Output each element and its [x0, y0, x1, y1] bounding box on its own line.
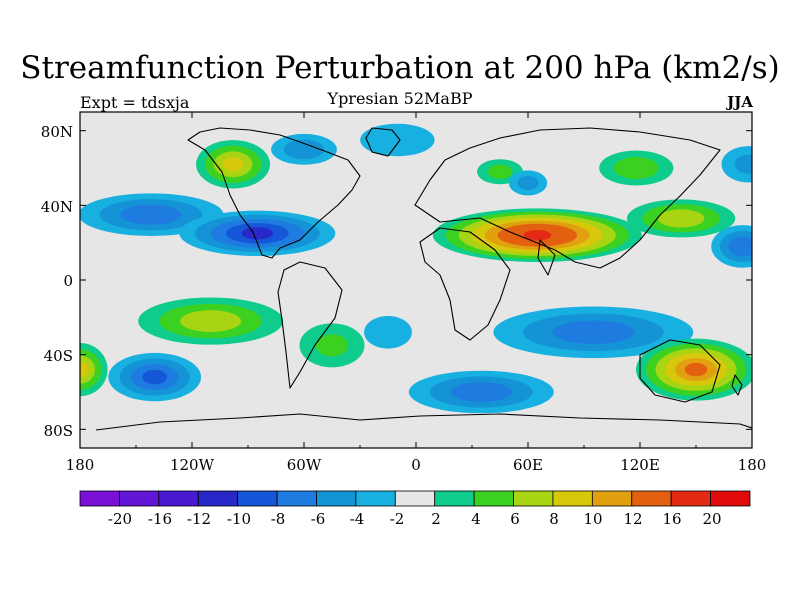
colorbar-label: 8: [549, 510, 559, 528]
contour-w-edge-high: [80, 361, 89, 378]
lon-tick-label: 60E: [513, 456, 543, 474]
colorbar-swatch: [670, 490, 711, 507]
colorbar-swatch: [79, 490, 120, 507]
colorbar-label: -20: [108, 510, 132, 528]
colorbar-label: 20: [702, 510, 721, 528]
contour-ne-asia-high: [613, 157, 659, 179]
contour-s-pacific-low: [142, 369, 168, 385]
colorbar-swatch: [591, 490, 633, 507]
contour-atlantic-high: [360, 123, 435, 157]
contour-s-ocean-low: [450, 382, 512, 402]
colorbar-swatch: [710, 490, 751, 507]
colorbar-swatch: [237, 490, 278, 507]
colorbar-label: -10: [227, 510, 251, 528]
contour-afro-asian-high: [523, 229, 552, 241]
lon-tick-label: 120W: [170, 456, 215, 474]
coast-eurasia: [414, 127, 721, 269]
contour-australia-high: [684, 362, 708, 377]
contour-s-indian-low: [552, 320, 635, 345]
colorbar-label: 16: [662, 510, 681, 528]
colorbar-swatch: [552, 490, 593, 507]
coast-antarctica: [95, 413, 752, 431]
coast-north-america: [187, 127, 361, 259]
colorbar-swatch: [197, 490, 239, 507]
lon-tick-label: 120E: [620, 456, 660, 474]
colorbar-swatch: [473, 490, 514, 507]
colorbar-label: 10: [583, 510, 602, 528]
colorbar-swatch: [158, 490, 199, 507]
coastline-layer: [95, 127, 752, 431]
coast-india: [537, 239, 556, 276]
colorbar-label: 4: [471, 510, 481, 528]
axis-ticks: [79, 112, 753, 448]
colorbar-swatch: [119, 490, 160, 507]
lat-tick-label: 40S: [44, 347, 73, 365]
colorbar-swatch: [355, 490, 396, 507]
coast-south-america: [277, 261, 343, 389]
colorbar: [79, 490, 751, 507]
colorbar-swatch: [434, 490, 475, 507]
chart-title: Streamfunction Perturbation at 200 hPa (…: [20, 50, 780, 86]
colorbar-label: 2: [431, 510, 441, 528]
lon-tick-label: 180: [738, 456, 767, 474]
contour-s-america-high: [315, 334, 349, 357]
colorbar-swatch: [316, 490, 357, 507]
lon-tick-label: 0: [411, 456, 421, 474]
lon-tick-label: 180: [66, 456, 95, 474]
contour-n-pacific-low: [120, 204, 182, 225]
chart-subtitle: Ypresian 52MaBP: [327, 89, 473, 108]
colorbar-label: -2: [390, 510, 405, 528]
colorbar-label: -16: [148, 510, 172, 528]
colorbar-swatch: [276, 490, 317, 507]
coast-new-zealand: [731, 374, 743, 396]
colorbar-label: -6: [311, 510, 326, 528]
lon-tick-label: 60W: [287, 456, 322, 474]
season-label: JJA: [727, 93, 753, 111]
contour-siberia-low: [517, 175, 539, 191]
contour-asia-high: [487, 164, 513, 179]
coast-australia: [639, 339, 721, 403]
colorbar-label: 12: [623, 510, 642, 528]
colorbar-label: 6: [510, 510, 520, 528]
contour-america-low: [241, 227, 274, 240]
contour-pacific-ridge: [222, 157, 244, 172]
colorbar-swatch: [394, 490, 436, 507]
lat-tick-label: 80N: [41, 123, 73, 141]
lon-axis-labels: 180 120W 60W 0 60E 120E 180: [66, 456, 767, 474]
lat-axis-labels: 80N 40N 0 40S 80S: [41, 123, 73, 440]
colorbar-labels: -20 -16 -12 -10 -8 -6 -4 -2 2 4 6 8 10 1…: [108, 510, 722, 528]
contour-s-atlantic-low: [364, 315, 412, 349]
coast-greenland: [365, 127, 401, 157]
lat-tick-label: 80S: [44, 422, 73, 440]
lat-tick-label: 0: [63, 272, 73, 290]
colorbar-swatch: [513, 490, 554, 507]
colorbar-label: -8: [271, 510, 286, 528]
contour-w-pacific-high: [657, 209, 705, 228]
experiment-label: Expt = tdsxja: [80, 93, 190, 112]
colorbar-label: -12: [187, 510, 211, 528]
lat-tick-label: 40N: [41, 198, 73, 216]
colorbar-label: -4: [350, 510, 365, 528]
contour-arctic-low: [283, 139, 325, 160]
contour-s-pacific-high: [180, 310, 242, 332]
colorbar-swatch: [631, 490, 672, 507]
contour-far-north-low: [734, 154, 752, 174]
contour-e-pacific-low: [728, 236, 752, 257]
coast-africa: [419, 227, 511, 341]
